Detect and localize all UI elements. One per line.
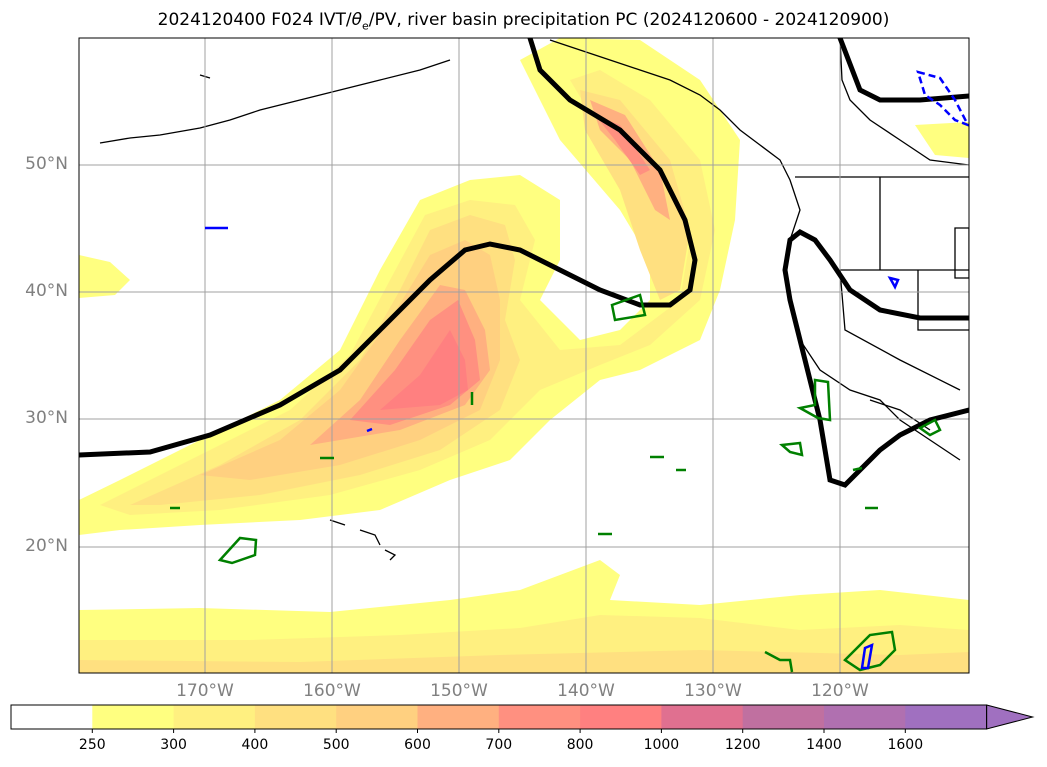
- chart-title: 2024120400 F024 IVT/θe/PV, river basin p…: [157, 10, 890, 33]
- colorbar-label: 1000: [643, 737, 680, 753]
- colorbar-segment: [824, 705, 906, 729]
- colorbar-label: 500: [322, 737, 350, 753]
- colorbar-extend-arrow: [986, 704, 1035, 730]
- lon-label-150w: 150°W: [430, 681, 488, 701]
- colorbar-label: 1400: [806, 737, 842, 753]
- lat-label-50n: 50°N: [25, 154, 68, 174]
- colorbar-segment: [498, 705, 581, 729]
- colorbar-segment: [580, 705, 662, 729]
- colorbar-segment: [336, 705, 418, 729]
- lon-label-160w: 160°W: [303, 681, 361, 701]
- lon-label-140w: 140°W: [557, 681, 615, 701]
- colorbar: [10, 704, 1035, 733]
- colorbar-segment: [254, 705, 337, 729]
- colorbar-segment: [661, 705, 744, 729]
- graticule: [79, 38, 969, 673]
- colorbar-segment: [11, 705, 93, 729]
- colorbar-label: 250: [78, 737, 106, 753]
- lon-label-120w: 120°W: [811, 681, 869, 701]
- colorbar-label: 1200: [724, 737, 761, 753]
- ivt-fill-layer: [79, 38, 969, 673]
- colorbar-label: 300: [160, 737, 187, 753]
- colorbar-segment: [742, 705, 825, 729]
- coastlines: [99, 38, 969, 561]
- lon-label-130w: 130°W: [684, 681, 742, 701]
- lon-label-170w: 170°W: [176, 681, 234, 701]
- colorbar-segment: [92, 705, 175, 729]
- colorbar-label: 1600: [887, 737, 924, 753]
- colorbar-label: 700: [485, 737, 513, 753]
- lat-label-30n: 30°N: [25, 408, 68, 428]
- colorbar-label: 600: [404, 737, 431, 753]
- colorbar-label: 800: [566, 737, 594, 753]
- pv-contours: [79, 38, 969, 488]
- green-contours: [170, 293, 942, 673]
- lat-label-40n: 40°N: [25, 281, 68, 301]
- colorbar-segment: [905, 705, 988, 729]
- map-frame: [78, 37, 970, 674]
- lat-label-20n: 20°N: [25, 536, 68, 556]
- colorbar-segment: [417, 705, 500, 729]
- colorbar-segment: [173, 705, 256, 729]
- blue-contours: [205, 70, 969, 670]
- colorbar-label: 400: [241, 737, 269, 753]
